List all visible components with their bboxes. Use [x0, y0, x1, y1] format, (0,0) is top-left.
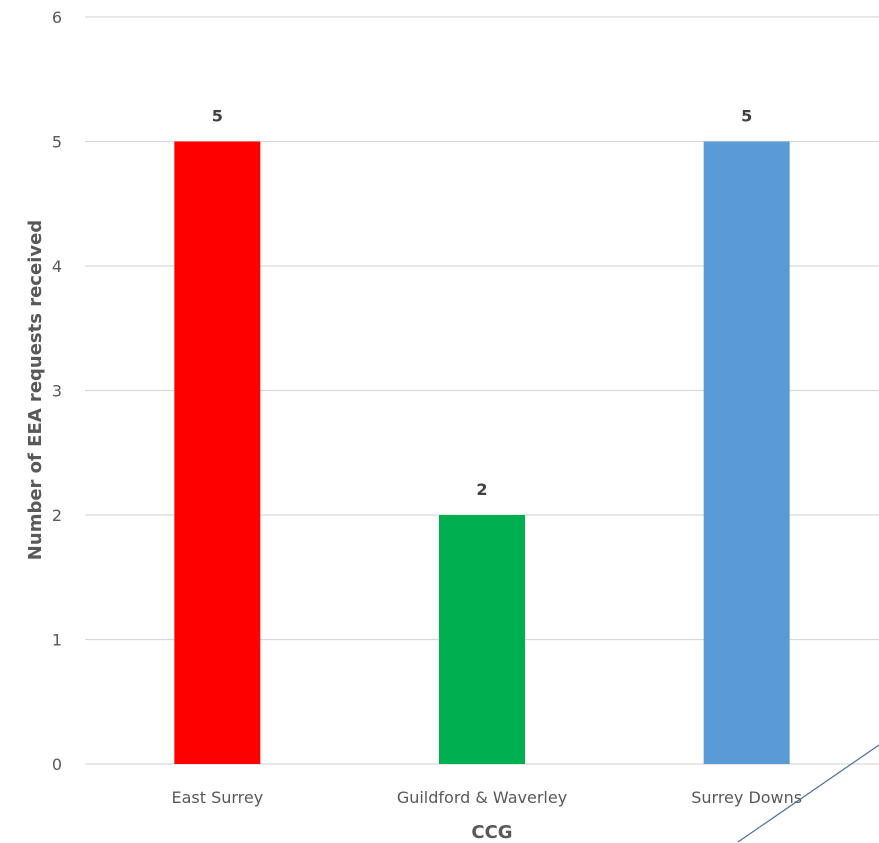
data-label: 2	[476, 480, 487, 499]
x-tick-label: East Surrey	[171, 788, 263, 807]
x-axis-title: CCG	[471, 822, 512, 843]
decorative-line	[737, 744, 879, 843]
data-label: 5	[741, 107, 752, 126]
x-axis-ticks: East Surrey Guildford & Waverley Surrey Do…	[171, 788, 802, 807]
data-label: 5	[212, 107, 223, 126]
bar	[174, 141, 261, 764]
y-axis-ticks: 0 1 2 3 4 5 6	[52, 8, 62, 774]
y-tick-label: 6	[52, 8, 62, 27]
y-tick-label: 4	[52, 257, 62, 276]
y-tick-label: 2	[52, 506, 62, 525]
data-labels: 5 2 5	[212, 107, 752, 500]
bar	[703, 141, 790, 764]
x-tick-label: Surrey Downs	[691, 788, 802, 807]
y-tick-label: 0	[52, 755, 62, 774]
y-tick-label: 1	[52, 631, 62, 650]
y-axis-title: Number of EEA requests received	[25, 220, 46, 560]
x-tick-label: Guildford & Waverley	[397, 788, 567, 807]
y-tick-label: 3	[52, 382, 62, 401]
y-tick-label: 5	[52, 133, 62, 152]
bars	[174, 141, 790, 764]
bar	[439, 515, 525, 764]
